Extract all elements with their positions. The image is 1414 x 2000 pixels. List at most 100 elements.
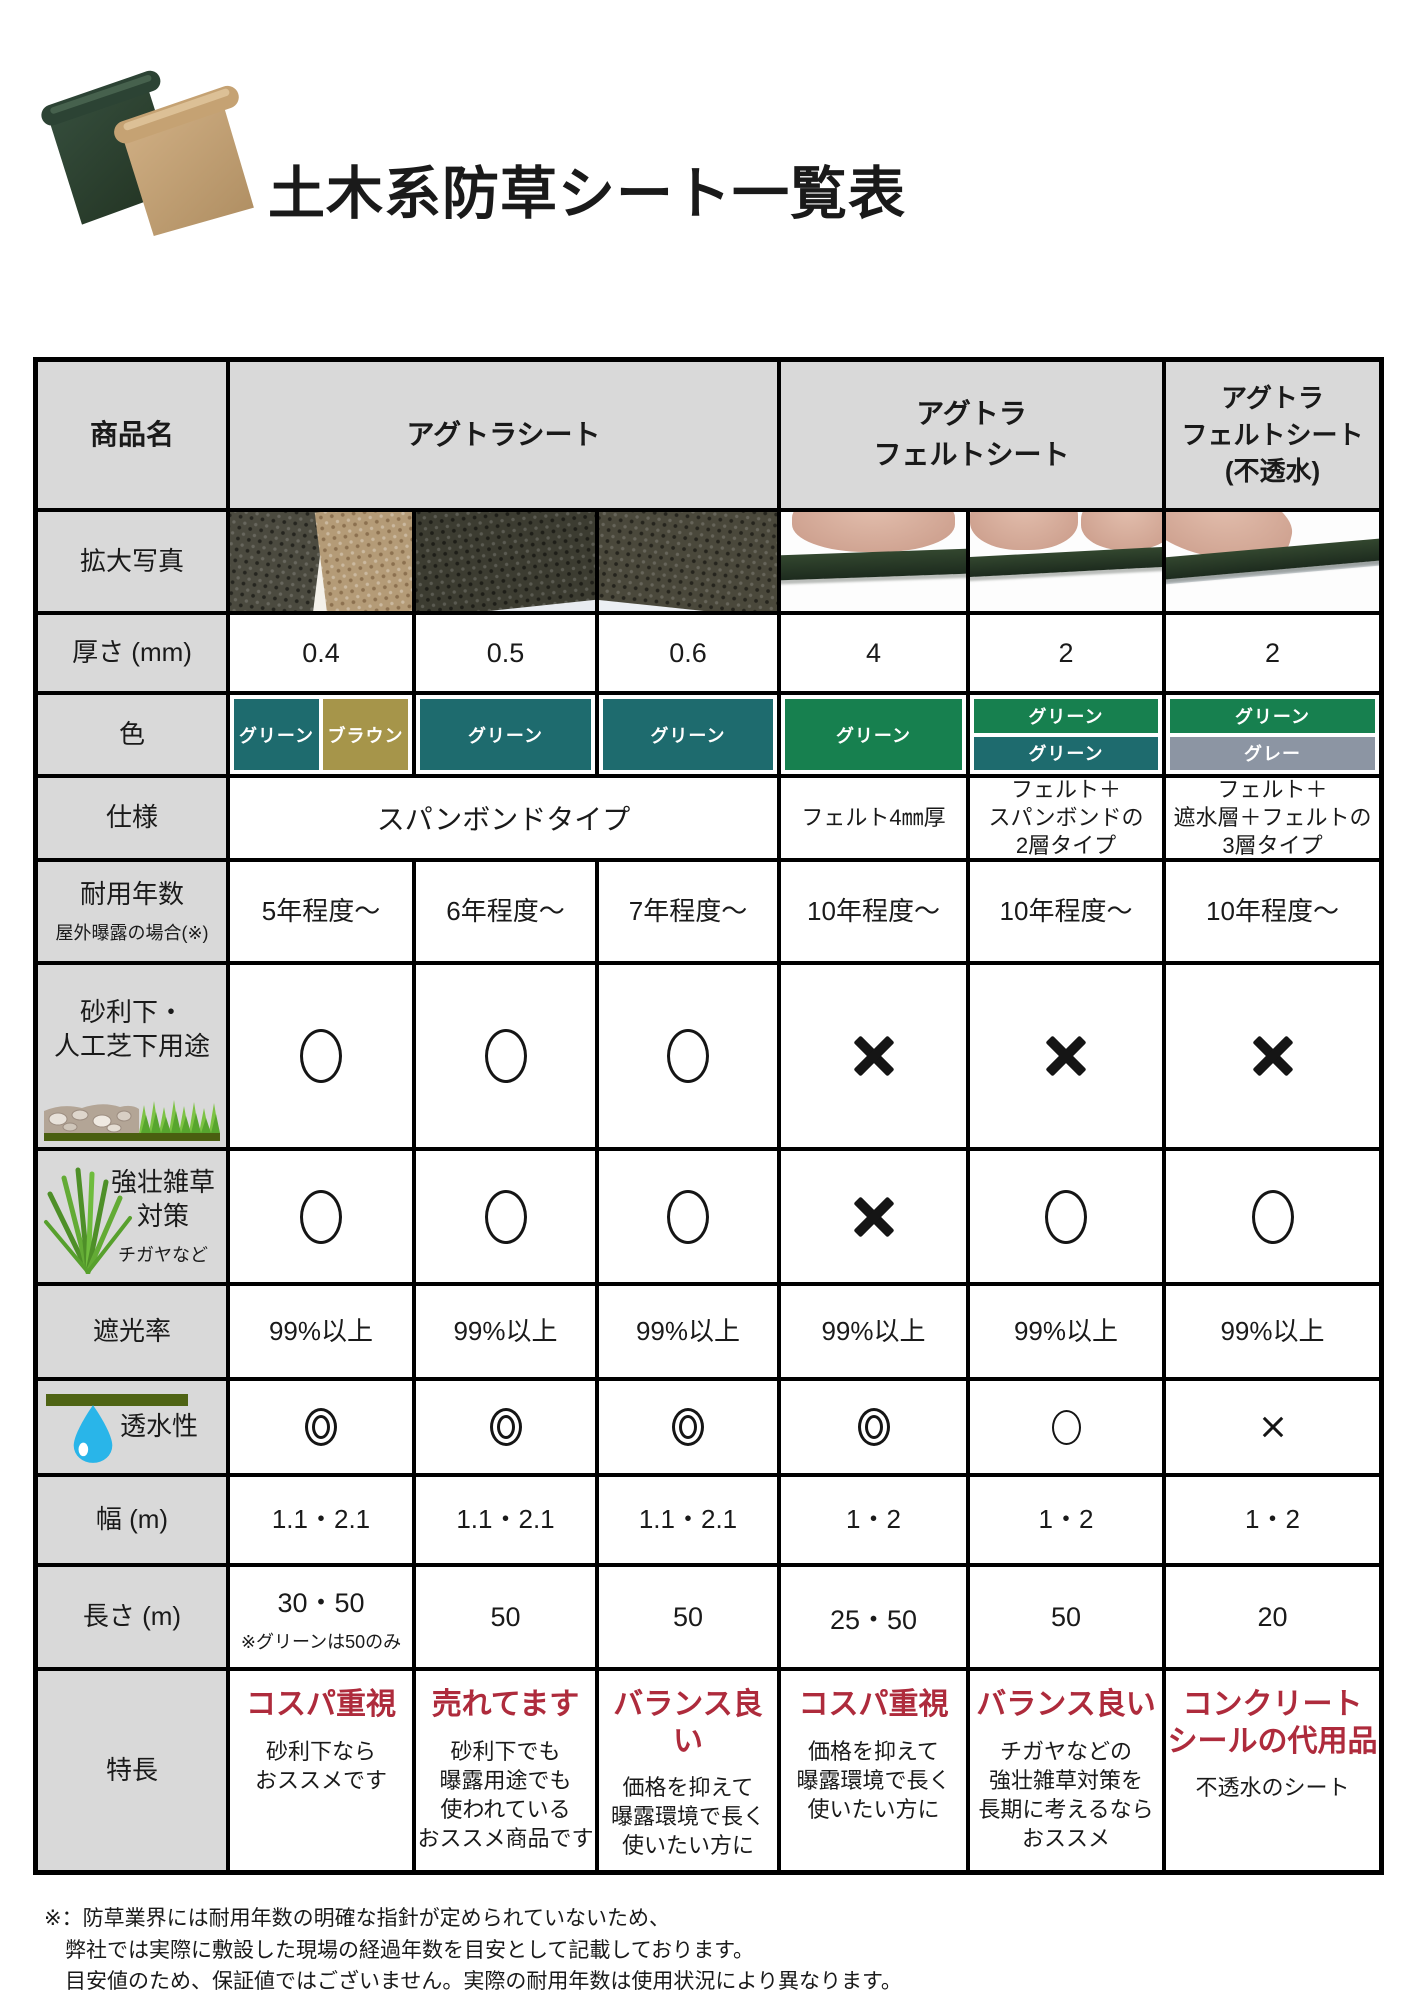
gravel-grass-icon (44, 1100, 220, 1141)
years-value: 6年程度〜 (416, 862, 595, 961)
feature-headline: コスパ重視 (246, 1688, 396, 1721)
row-label-weed-control: 強壮雑草 対策 チガヤなど (38, 1151, 226, 1282)
thickness-value: 0.4 (230, 615, 412, 691)
rating-mark (230, 1381, 412, 1473)
rating-mark (416, 1151, 595, 1282)
years-value: 10年程度〜 (781, 862, 966, 961)
header-agutora-felt-sheet-impermeable: アグトラ フェルトシート (不透水) (1166, 362, 1379, 508)
feature-body: 価格を抑えて 曝露環境で長く 使いたい方に (796, 1738, 951, 1822)
weed-grass-icon (44, 1167, 132, 1274)
color-chip-green: グリーン (974, 699, 1158, 733)
page-title: 土木系防草シート一覧表 (268, 162, 906, 226)
feature-cell: コスパ重視 価格を抑えて 曝露環境で長く 使いたい方に (781, 1671, 966, 1870)
shading-value: 99%以上 (416, 1286, 595, 1377)
feature-body: 不透水のシート (1195, 1775, 1350, 1801)
header-product-label: 商品名 (38, 362, 226, 508)
feature-headline: コンクリート シールの代用品 (1167, 1688, 1378, 1758)
product-photo-5 (970, 512, 1162, 611)
feature-headline: 売れてます (431, 1688, 580, 1721)
shading-value: 99%以上 (599, 1286, 777, 1377)
rating-mark (1166, 1151, 1379, 1282)
row-label-length: 長さ (m) (38, 1567, 226, 1667)
product-photo-2 (416, 512, 595, 611)
width-value: 1・2 (781, 1477, 966, 1563)
spec-value: フェルト＋ スパンボンドの 2層タイプ (970, 778, 1162, 858)
spec-value: フェルト＋ 遮水層＋フェルトの 3層タイプ (1166, 778, 1379, 858)
years-value: 10年程度〜 (1166, 862, 1379, 961)
years-value: 7年程度〜 (599, 862, 777, 961)
color-chip-green: グリーン (785, 699, 962, 770)
rating-mark (970, 965, 1162, 1147)
width-value: 1・2 (1166, 1477, 1379, 1563)
rating-mark (230, 965, 412, 1147)
feature-cell: 売れてます 砂利下でも 曝露用途でも 使われている おススメ商品です (416, 1671, 595, 1870)
rating-mark (1166, 1381, 1379, 1473)
feature-body: 砂利下なら おススメです (254, 1738, 387, 1793)
color-chip-gray: グレー (1170, 736, 1375, 770)
length-note: ※グリーンは50のみ (240, 1631, 402, 1652)
years-label: 耐用年数 (79, 879, 184, 910)
sheet-rolls-illustration (41, 70, 254, 236)
header-agutora-sheet: アグトラシート (230, 362, 777, 508)
color-chip-green: グリーン (234, 699, 319, 770)
thickness-value: 4 (781, 615, 966, 691)
thickness-value: 2 (1166, 615, 1379, 691)
color-chip-green: グリーン (1170, 699, 1375, 733)
rating-mark (781, 1381, 966, 1473)
row-label-shading: 遮光率 (38, 1286, 226, 1377)
years-value: 10年程度〜 (970, 862, 1162, 961)
feature-cell: バランス良い 価格を抑えて 曝露環境で長く 使いたい方に (599, 1671, 777, 1870)
thickness-value: 0.6 (599, 615, 777, 691)
length-value: 30・50 (277, 1587, 365, 1618)
years-value: 5年程度〜 (230, 862, 412, 961)
product-photo-6 (1166, 512, 1379, 611)
rating-mark (781, 965, 966, 1147)
rating-mark (970, 1151, 1162, 1282)
rating-mark (230, 1151, 412, 1282)
feature-headline: コスパ重視 (798, 1688, 949, 1721)
shading-value: 99%以上 (781, 1286, 966, 1377)
rating-mark (599, 1151, 777, 1282)
width-value: 1.1・2.1 (230, 1477, 412, 1563)
color-cell: グリーン (599, 695, 777, 774)
row-label-permeability: 透水性 (38, 1381, 226, 1473)
length-value: 20 (1166, 1567, 1379, 1667)
row-label-photo: 拡大写真 (38, 512, 226, 611)
color-cell: グリーン (781, 695, 966, 774)
feature-body: 価格を抑えて 曝露環境で長く 使いたい方に (610, 1775, 765, 1859)
row-label-gravel-use: 砂利下・ 人工芝下用途 (38, 965, 226, 1147)
color-cell: グリーン グレー (1166, 695, 1379, 774)
row-label-color: 色 (38, 695, 226, 774)
product-photo-1 (230, 512, 412, 611)
length-cell: 30・50 ※グリーンは50のみ (230, 1567, 412, 1667)
width-value: 1.1・2.1 (599, 1477, 777, 1563)
row-label-spec: 仕様 (38, 778, 226, 858)
rating-mark (1166, 965, 1379, 1147)
rating-mark (416, 1381, 595, 1473)
thickness-value: 0.5 (416, 615, 595, 691)
feature-cell: コンクリート シールの代用品 不透水のシート (1166, 1671, 1379, 1870)
footnote: ※：防草業界には耐用年数の明確な指針が定められていないため、 弊社では実際に敷設… (44, 1907, 902, 1993)
feature-headline: バランス良い (613, 1688, 763, 1758)
length-value: 50 (970, 1567, 1162, 1667)
weed-control-label: 強壮雑草 対策 (110, 1167, 215, 1231)
thickness-value: 2 (970, 615, 1162, 691)
length-value: 50 (416, 1567, 595, 1667)
color-cell: グリーン ブラウン (230, 695, 412, 774)
length-value: 25・50 (781, 1567, 966, 1667)
rating-mark (970, 1381, 1162, 1473)
product-photo-4 (781, 512, 966, 611)
shading-value: 99%以上 (970, 1286, 1162, 1377)
feature-cell: コスパ重視 砂利下なら おススメです (230, 1671, 412, 1870)
rating-mark (599, 1381, 777, 1473)
row-label-thickness: 厚さ (mm) (38, 615, 226, 691)
water-drop-icon (73, 1405, 113, 1463)
color-chip-green: グリーン (420, 699, 591, 770)
color-chip-green: グリーン (974, 736, 1158, 770)
feature-headline: バランス良い (976, 1688, 1156, 1721)
row-label-features: 特長 (38, 1671, 226, 1870)
color-cell: グリーン (416, 695, 595, 774)
brown-roll-icon (114, 85, 254, 236)
width-value: 1・2 (970, 1477, 1162, 1563)
color-chip-green: グリーン (603, 699, 773, 770)
